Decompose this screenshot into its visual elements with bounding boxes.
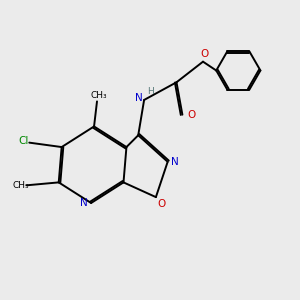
Text: CH₃: CH₃ — [90, 91, 107, 100]
Text: N: N — [171, 157, 179, 167]
Text: N: N — [135, 93, 143, 103]
Text: O: O — [187, 110, 195, 120]
Text: N: N — [80, 198, 88, 208]
Text: CH₃: CH₃ — [12, 181, 29, 190]
Text: Cl: Cl — [18, 136, 28, 146]
Text: H: H — [147, 87, 154, 96]
Text: O: O — [200, 49, 208, 59]
Text: O: O — [157, 200, 165, 209]
